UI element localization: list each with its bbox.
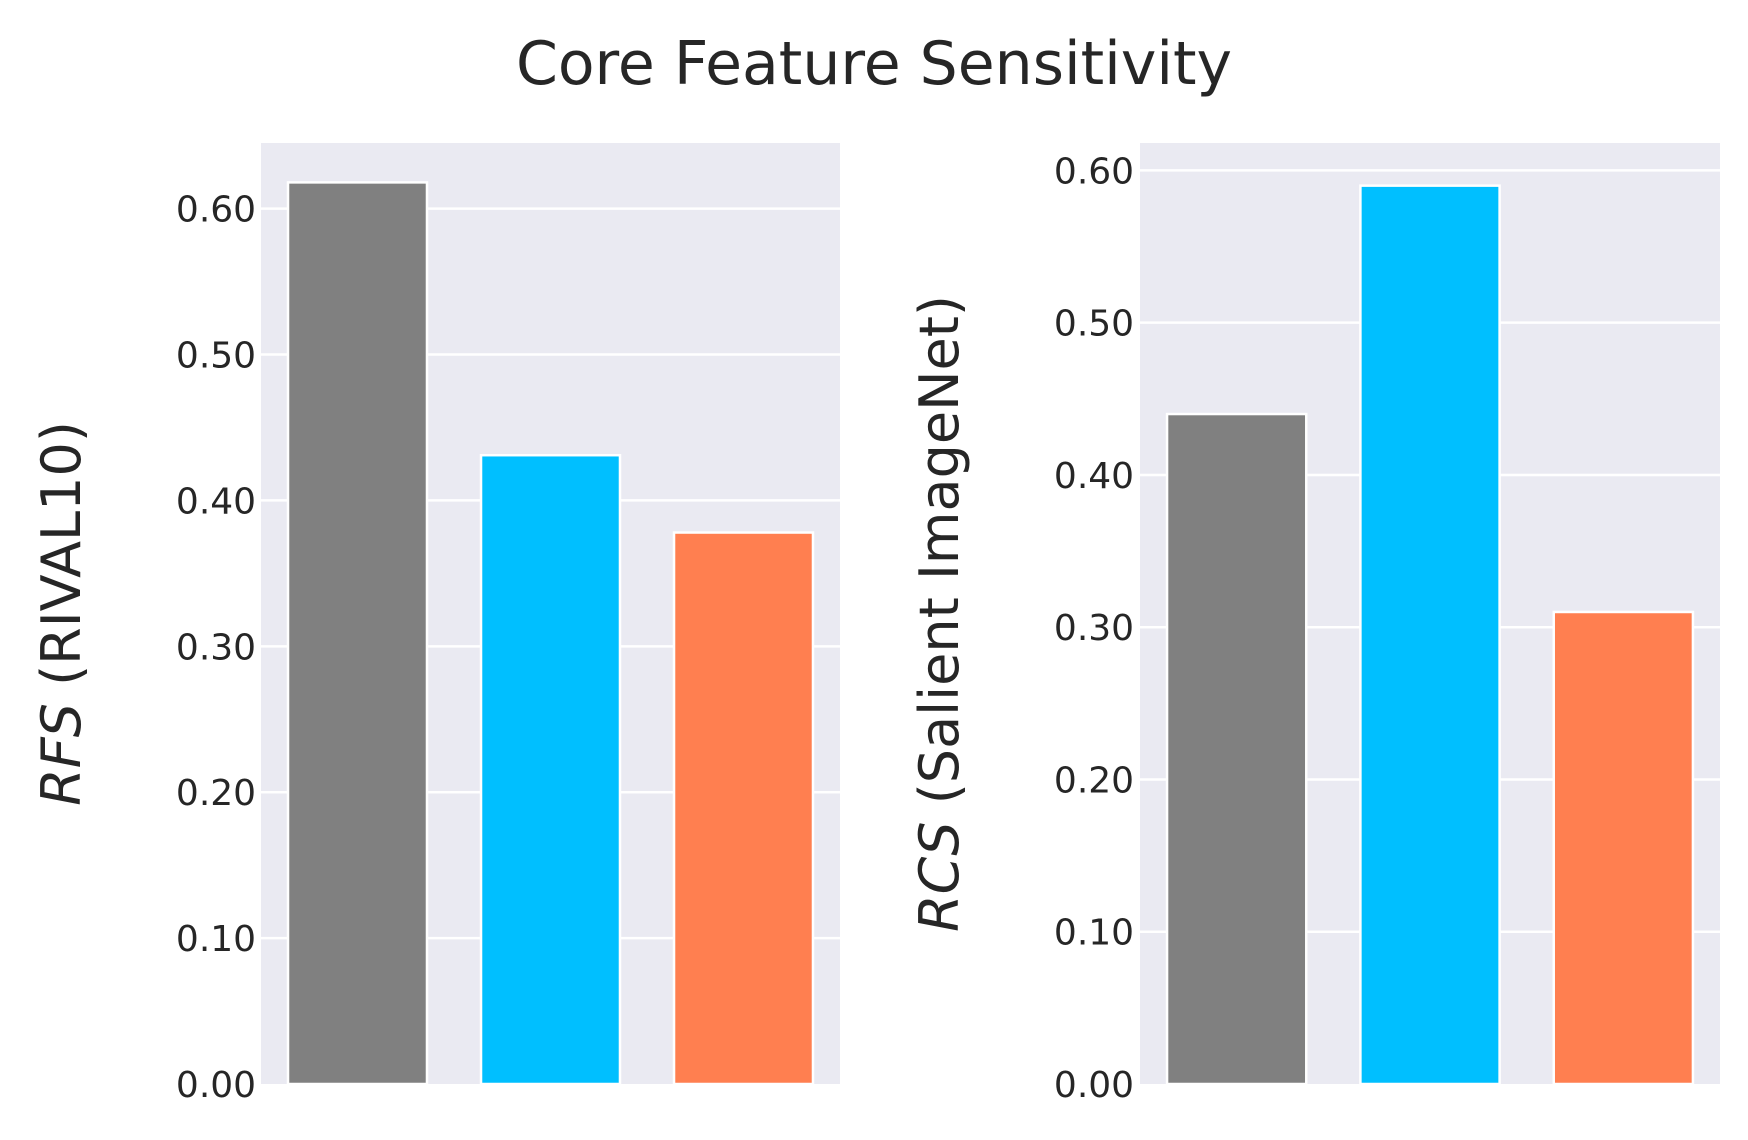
bar-3	[1552, 610, 1695, 1086]
y-tick-label: 0.60	[1054, 151, 1134, 192]
bar-1	[1165, 412, 1308, 1086]
y-tick-label: 0.10	[1054, 913, 1134, 954]
right-panel-rcs-salient-imagenet: 0.00 0.10 0.20 0.30 0.40 0.50 0.60 RCS (Salient…	[908, 143, 1720, 1106]
y-tick-label: 0.20	[1054, 760, 1134, 801]
y-tick-label: 0.00	[1054, 1065, 1134, 1106]
y-tick-label: 0.10	[176, 919, 256, 960]
chart-title: Core Feature Sensitivity	[516, 29, 1232, 99]
y-tick-label: 0.50	[1054, 304, 1134, 345]
y-axis-label: RCS (Salient ImageNet)	[908, 295, 971, 932]
y-axis-metric: RCS	[908, 821, 971, 932]
bar-2	[479, 453, 622, 1086]
y-axis-metric: RFS	[30, 703, 93, 806]
y-tick-label: 0.50	[176, 336, 256, 377]
bar-1	[286, 181, 429, 1086]
y-tick-label: 0.30	[176, 627, 256, 668]
left-panel-rfs-rival10: 0.00 0.10 0.20 0.30 0.40 0.50 0.60 RFS (RIVAL10…	[30, 143, 840, 1106]
bar-3	[672, 531, 815, 1086]
y-tick-label: 0.20	[176, 773, 256, 814]
y-tick-label: 0.30	[1054, 608, 1134, 649]
y-axis-dataset: (RIVAL10)	[30, 421, 93, 703]
bar-2	[1359, 184, 1501, 1086]
y-axis-dataset: (Salient ImageNet)	[908, 295, 971, 821]
y-tick-label: 0.60	[176, 190, 256, 231]
y-tick-label: 0.40	[176, 481, 256, 522]
y-tick-label: 0.40	[1054, 456, 1134, 497]
y-tick-label: 0.00	[176, 1065, 256, 1106]
y-axis-label: RFS (RIVAL10)	[30, 421, 93, 806]
